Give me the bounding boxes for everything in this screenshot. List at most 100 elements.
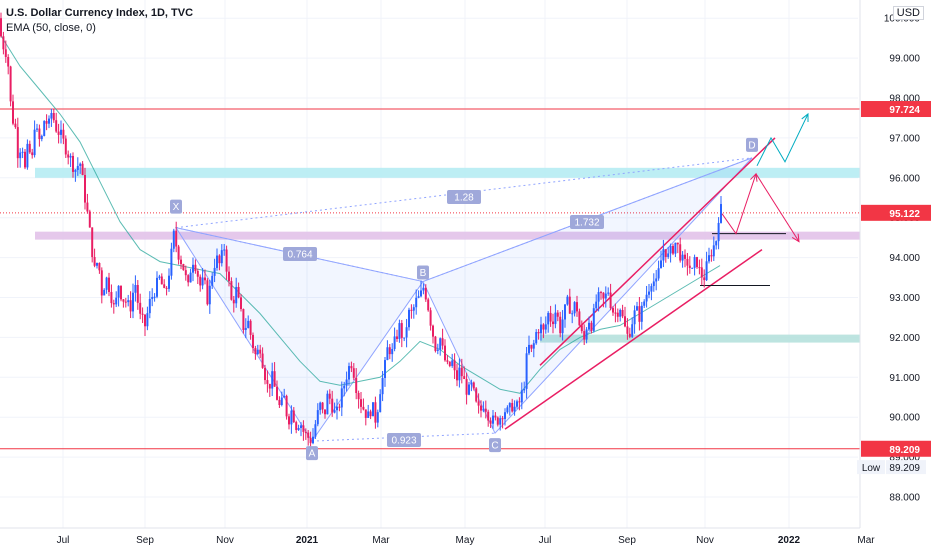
candle-body <box>122 299 125 302</box>
candle-body <box>96 263 98 266</box>
candle-body <box>580 325 583 332</box>
candle <box>477 393 480 414</box>
candle-body <box>369 411 372 417</box>
candle-body <box>501 418 504 420</box>
candle <box>218 254 221 271</box>
candle <box>201 268 204 290</box>
candle <box>595 294 598 311</box>
candle-body <box>134 284 137 293</box>
candle-body <box>100 270 103 296</box>
candle-body <box>103 289 106 296</box>
candle <box>475 387 478 403</box>
candle-body <box>434 336 437 351</box>
candle <box>405 318 408 348</box>
projection-arrow-up-teal-head <box>801 112 809 122</box>
candle-body <box>600 292 602 294</box>
candle-body <box>456 370 458 381</box>
zone-band <box>540 334 882 343</box>
candle-body <box>571 313 574 315</box>
candle <box>206 278 209 306</box>
currency-badge[interactable]: USD <box>892 6 924 20</box>
candle-body <box>312 436 314 444</box>
candle <box>388 344 391 360</box>
candle <box>655 269 658 291</box>
candle-body <box>494 415 497 418</box>
candle-body <box>76 165 79 171</box>
candle <box>259 344 262 359</box>
candle-body <box>328 393 331 399</box>
candle <box>333 402 336 414</box>
candle-body <box>132 292 134 312</box>
candle-body <box>686 258 689 266</box>
candle <box>326 390 329 415</box>
candle <box>321 401 324 414</box>
candle <box>348 362 350 386</box>
candle-body <box>321 402 324 410</box>
candle <box>48 115 50 129</box>
price-tick-label: 92.000 <box>889 333 920 344</box>
candle <box>523 381 526 394</box>
candle <box>158 274 161 280</box>
candle <box>21 147 24 159</box>
ratio-label-text: 1.28 <box>454 193 474 204</box>
candle-body <box>304 431 307 433</box>
candle <box>588 316 590 331</box>
candle <box>64 135 67 159</box>
symbol-title: U.S. Dollar Currency Index, 1D, TVC <box>6 7 194 19</box>
candle-body <box>268 383 271 389</box>
candle <box>451 353 454 368</box>
candle-body <box>170 248 173 276</box>
candle-body <box>172 230 175 249</box>
candle <box>57 123 60 144</box>
candle <box>372 402 374 417</box>
candle <box>544 316 547 334</box>
price-tick-label: 89.000 <box>889 453 920 464</box>
candle-body <box>496 417 499 425</box>
price-tick-label: 93.000 <box>889 293 920 304</box>
candle <box>453 353 456 379</box>
candle-body <box>31 152 34 156</box>
candle-body <box>616 312 619 317</box>
candle <box>168 268 170 292</box>
candle <box>691 267 694 269</box>
point-label-x-box <box>170 199 182 214</box>
candle <box>19 148 22 168</box>
candle <box>696 256 698 269</box>
candle <box>573 301 576 317</box>
candle-body <box>93 257 96 266</box>
candle-body <box>213 267 216 276</box>
candle-body <box>530 344 533 349</box>
candle-body <box>453 360 456 371</box>
zone-band <box>35 231 882 240</box>
channel-lower <box>504 249 763 430</box>
candle <box>93 248 96 268</box>
candle-body <box>441 338 444 346</box>
candle-body <box>703 277 706 281</box>
candle-body <box>578 311 581 326</box>
candle-body <box>324 409 326 415</box>
candle <box>240 293 242 312</box>
candle-body <box>660 260 662 269</box>
candle <box>100 267 103 304</box>
candle-body <box>412 307 415 311</box>
candle-body <box>688 265 691 268</box>
candle-body <box>516 401 518 407</box>
candle <box>24 149 26 170</box>
candle-body <box>633 310 636 325</box>
candle <box>494 412 497 421</box>
candle <box>86 193 89 214</box>
candle <box>662 239 665 268</box>
candle <box>422 283 425 295</box>
candle <box>33 120 36 158</box>
candle <box>16 117 19 168</box>
candle <box>14 118 17 129</box>
candle <box>350 361 353 373</box>
candle <box>621 304 624 319</box>
candle-body <box>163 284 166 288</box>
low-value-label: 89.209 <box>889 463 920 474</box>
candle-body <box>408 309 410 328</box>
candle-body <box>556 312 559 317</box>
candle <box>446 355 449 365</box>
